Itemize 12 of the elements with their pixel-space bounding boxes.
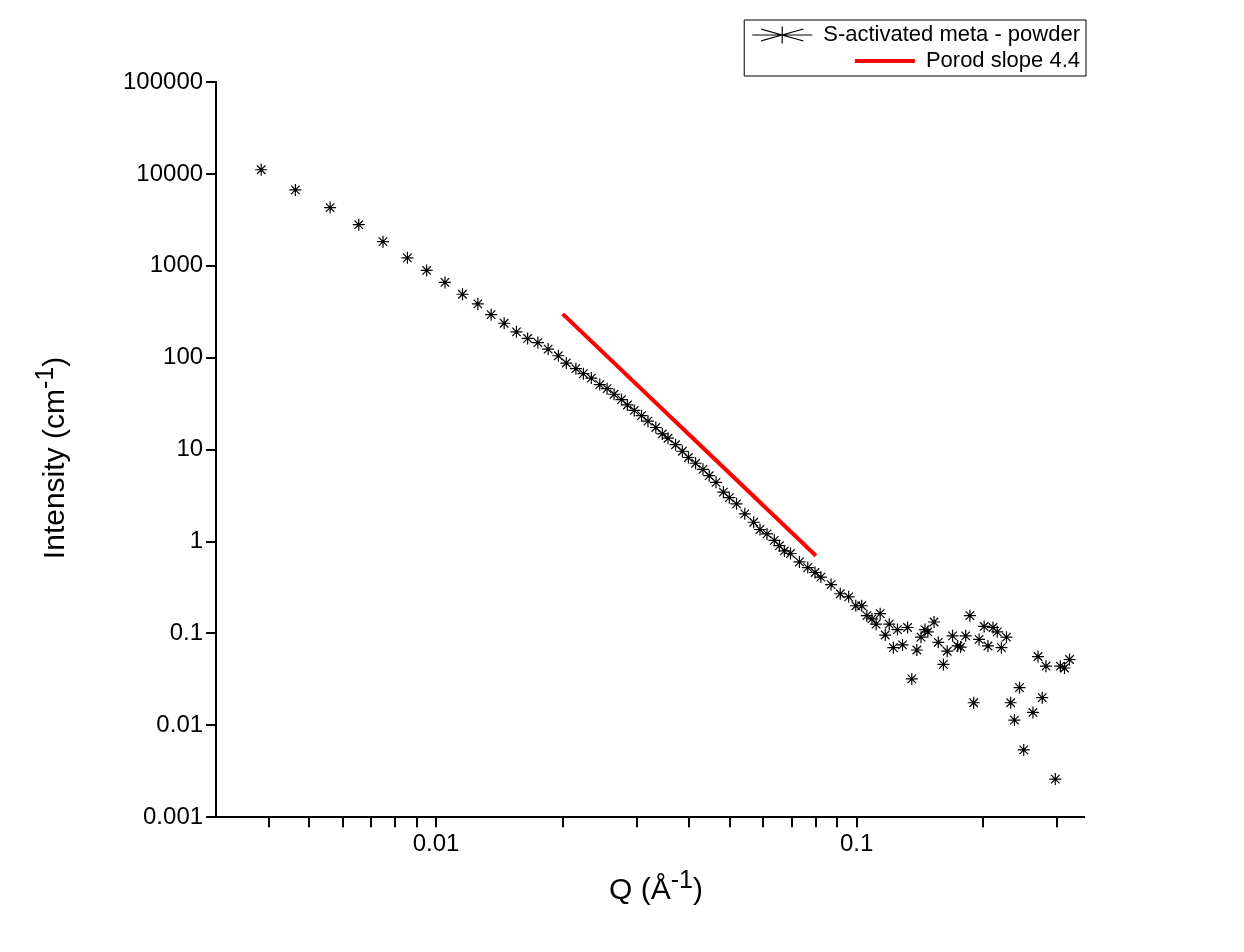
- y-tick-label: 10000: [136, 158, 204, 186]
- y-tick-label: 0.1: [169, 618, 204, 646]
- y-tick-label: 100000: [122, 66, 204, 94]
- x-axis-title: Q (Å$^{-1}$): [609, 864, 703, 906]
- y-tick-label: 10: [176, 434, 204, 462]
- y-tick-label: 0.01: [156, 709, 204, 737]
- legend-label: S-activated meta - powder: [823, 21, 1080, 47]
- y-tick-label: 100: [163, 342, 204, 370]
- legend-label: Porod slope 4.4: [925, 47, 1080, 73]
- y-tick-label: 1000: [149, 250, 204, 278]
- y-tick-label: 0.001: [143, 801, 204, 829]
- y-tick-label: 1: [189, 526, 204, 554]
